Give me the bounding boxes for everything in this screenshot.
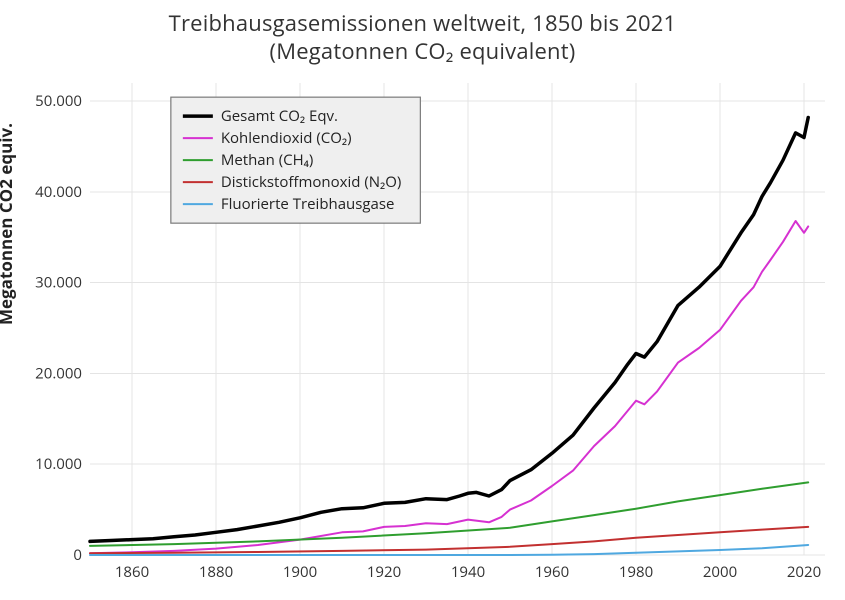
x-tick-label: 1920	[367, 562, 401, 582]
chart-container: Megatonnen CO2 equiv. 0 10.000 20.000 30.00…	[0, 65, 845, 595]
y-tick-label: 40.000	[35, 182, 82, 202]
y-tick-label: 20.000	[35, 363, 82, 383]
y-tick-label: 30.000	[35, 273, 82, 293]
x-tick-label: 2020	[787, 562, 821, 582]
x-tick-label: 1980	[619, 562, 653, 582]
legend-label: Fluorierte Treibhausgase	[221, 194, 395, 214]
legend-label: Gesamt CO₂ Eqv.	[221, 106, 338, 126]
y-tick-label: 0	[73, 545, 82, 565]
title-line-1: Treibhausgasemissionen weltweit, 1850 bi…	[169, 8, 677, 38]
legend-label: Kohlendioxid (CO₂)	[221, 128, 352, 148]
x-tick-label: 1860	[115, 562, 149, 582]
title-line-2: (Megatonnen CO₂ equivalent)	[270, 36, 576, 66]
line-chart: 0 10.000 20.000 30.000 40.000 50.000 1860 1880 1…	[0, 65, 845, 595]
y-tick-label: 50.000	[35, 91, 82, 111]
legend-label: Methan (CH₄)	[221, 150, 313, 170]
y-tick-label: 10.000	[35, 454, 82, 474]
x-tick-label: 1900	[283, 562, 317, 582]
legend-label: Distickstoffmonoxid (N₂O)	[221, 172, 402, 192]
x-tick-label: 1880	[199, 562, 233, 582]
x-tick-label: 1960	[535, 562, 569, 582]
x-tick-label: 1940	[451, 562, 485, 582]
chart-title: Treibhausgasemissionen weltweit, 1850 bi…	[0, 0, 845, 65]
y-axis-label: Megatonnen CO2 equiv.	[0, 123, 17, 325]
x-tick-label: 2000	[703, 562, 737, 582]
